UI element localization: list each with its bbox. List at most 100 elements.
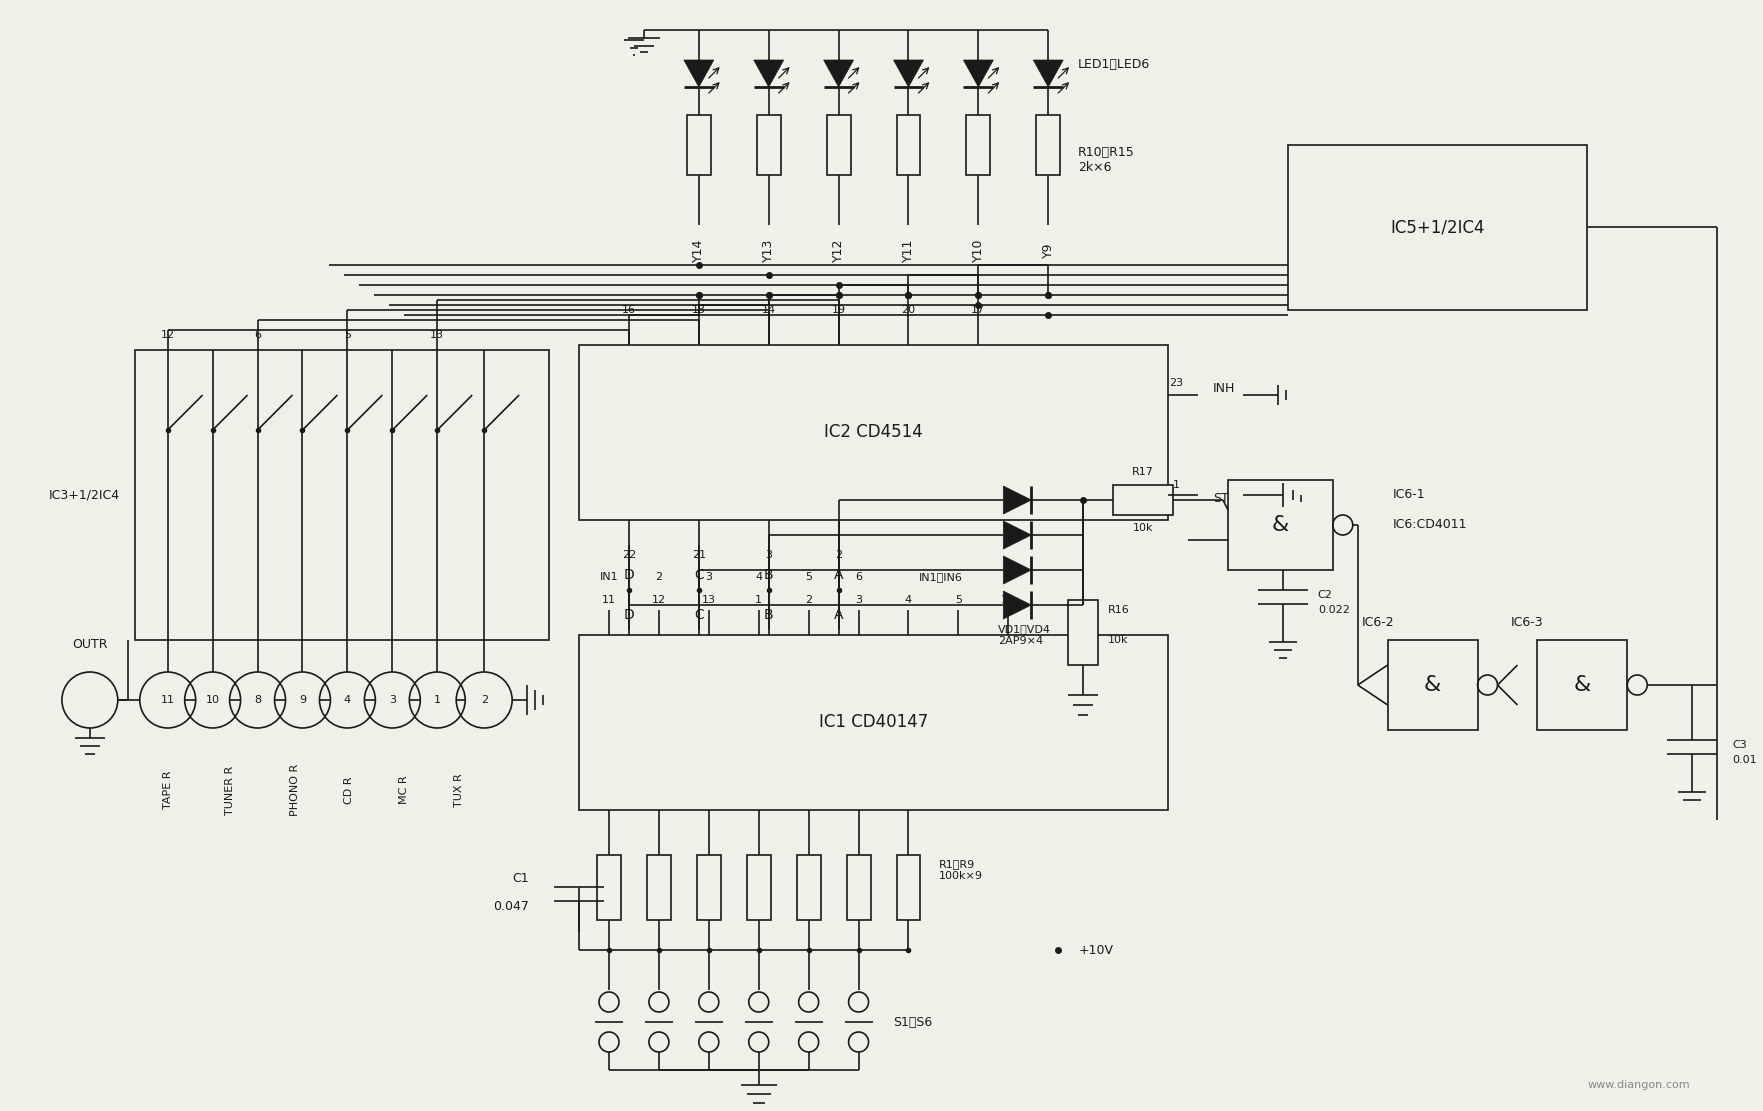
Polygon shape (1003, 521, 1031, 549)
Text: 5: 5 (806, 572, 813, 582)
Text: Y12: Y12 (832, 239, 844, 262)
Text: Y14: Y14 (693, 239, 705, 262)
Text: &: & (1271, 516, 1289, 536)
Text: TUX R: TUX R (455, 773, 464, 807)
Text: 3: 3 (765, 550, 772, 560)
Bar (846, 855, 871, 920)
Text: 1: 1 (1172, 480, 1179, 490)
Text: 6: 6 (855, 572, 862, 582)
Text: 23: 23 (1169, 378, 1183, 388)
Text: +10V: +10V (1079, 943, 1112, 957)
Text: 11: 11 (601, 595, 615, 605)
Bar (748, 855, 770, 920)
Text: B: B (763, 568, 774, 582)
Text: IN1～IN6: IN1～IN6 (919, 572, 963, 582)
Text: R10～R15
2k×6: R10～R15 2k×6 (1079, 146, 1135, 174)
Text: 0.022: 0.022 (1317, 605, 1350, 615)
Text: 2: 2 (806, 595, 813, 605)
Text: B: B (763, 608, 774, 622)
Text: 10k: 10k (1109, 635, 1128, 645)
Polygon shape (1003, 556, 1031, 584)
Text: 4: 4 (904, 595, 911, 605)
Text: VD1～VD4
2AP9×4: VD1～VD4 2AP9×4 (998, 624, 1051, 645)
Text: A: A (834, 568, 843, 582)
Text: 3: 3 (390, 695, 397, 705)
Bar (598, 855, 621, 920)
Text: 9: 9 (300, 695, 307, 705)
Text: INH: INH (1213, 381, 1236, 394)
Text: 5: 5 (956, 595, 963, 605)
Bar (897, 116, 920, 176)
Text: 3: 3 (705, 572, 712, 582)
Text: &: & (1425, 675, 1440, 695)
Text: 0.047: 0.047 (494, 901, 529, 913)
Text: IC1 CD40147: IC1 CD40147 (820, 713, 927, 731)
Polygon shape (894, 60, 924, 87)
Bar (647, 855, 672, 920)
Text: R1～R9
100k×9: R1～R9 100k×9 (938, 859, 982, 881)
Text: 19: 19 (832, 306, 846, 316)
Text: IC6-1: IC6-1 (1393, 489, 1425, 501)
Bar (897, 855, 920, 920)
Text: TUNER R: TUNER R (224, 765, 234, 814)
Text: 13: 13 (702, 595, 716, 605)
Text: 12: 12 (160, 330, 175, 340)
Bar (696, 855, 721, 920)
Text: 6: 6 (254, 330, 261, 340)
Text: IC3+1/2IC4: IC3+1/2IC4 (49, 489, 120, 501)
Text: 2: 2 (836, 550, 843, 560)
Text: C3: C3 (1731, 740, 1747, 750)
Text: 2: 2 (481, 695, 488, 705)
Text: IC6:CD4011: IC6:CD4011 (1393, 519, 1467, 531)
Bar (797, 855, 820, 920)
Text: OUTR: OUTR (72, 639, 108, 651)
Text: 10: 10 (206, 695, 220, 705)
Polygon shape (823, 60, 853, 87)
Bar (1229, 480, 1333, 570)
Polygon shape (1003, 486, 1031, 514)
Text: &: & (1574, 675, 1590, 695)
Text: CD R: CD R (344, 777, 354, 803)
Text: 14: 14 (762, 306, 776, 316)
Text: 11: 11 (160, 695, 175, 705)
Text: 0.01: 0.01 (1731, 755, 1756, 765)
Text: 17: 17 (971, 306, 986, 316)
Text: A: A (834, 608, 843, 622)
Text: C2: C2 (1317, 590, 1333, 600)
Text: IC6-2: IC6-2 (1361, 615, 1395, 629)
Bar (1287, 146, 1587, 310)
Text: IC2 CD4514: IC2 CD4514 (823, 423, 922, 441)
Bar (1112, 486, 1172, 516)
Text: MC R: MC R (400, 775, 409, 804)
Text: 5: 5 (344, 330, 351, 340)
Polygon shape (684, 60, 714, 87)
Text: R16: R16 (1109, 605, 1130, 615)
Text: www.diangon.com: www.diangon.com (1587, 1080, 1691, 1090)
Text: 16: 16 (622, 306, 636, 316)
Bar (1387, 640, 1477, 730)
Text: 1: 1 (434, 695, 441, 705)
Bar (827, 116, 850, 176)
Text: 4: 4 (344, 695, 351, 705)
Text: Y9: Y9 (1042, 242, 1054, 258)
Text: 10k: 10k (1134, 523, 1153, 533)
Bar (966, 116, 991, 176)
Polygon shape (755, 60, 785, 87)
Text: D: D (624, 608, 635, 622)
Text: PHONO R: PHONO R (289, 764, 300, 817)
Text: 3: 3 (855, 595, 862, 605)
Text: Y10: Y10 (971, 238, 986, 262)
Text: Y11: Y11 (903, 239, 915, 262)
Text: R17: R17 (1132, 467, 1155, 477)
Text: 2: 2 (656, 572, 663, 582)
Text: 13: 13 (430, 330, 444, 340)
Bar (578, 346, 1169, 520)
Text: D: D (624, 568, 635, 582)
Text: IC5+1/2IC4: IC5+1/2IC4 (1391, 218, 1484, 236)
Text: 13: 13 (691, 306, 705, 316)
Bar (134, 350, 548, 640)
Text: IC6-3: IC6-3 (1511, 615, 1544, 629)
Text: 20: 20 (901, 306, 915, 316)
Bar (688, 116, 710, 176)
Text: 8: 8 (254, 695, 261, 705)
